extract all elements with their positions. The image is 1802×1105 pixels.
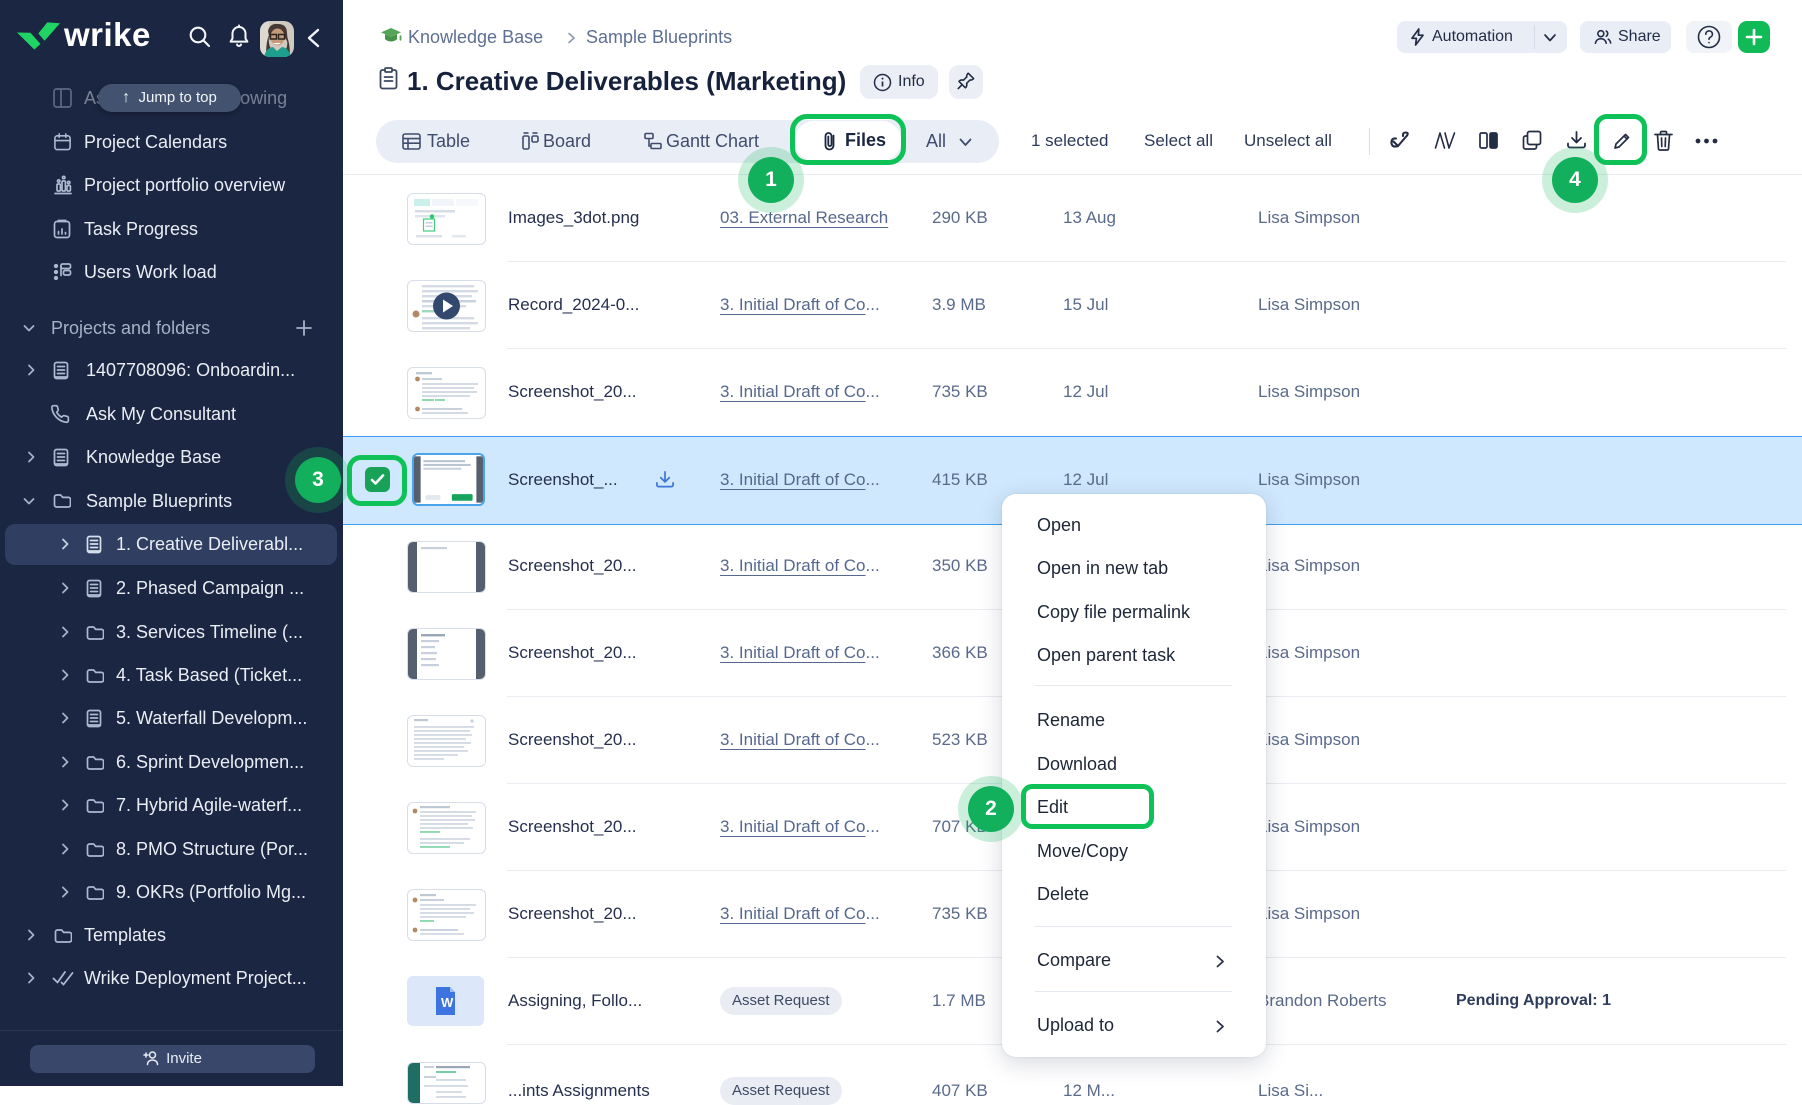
svg-text:W: W xyxy=(441,995,454,1010)
